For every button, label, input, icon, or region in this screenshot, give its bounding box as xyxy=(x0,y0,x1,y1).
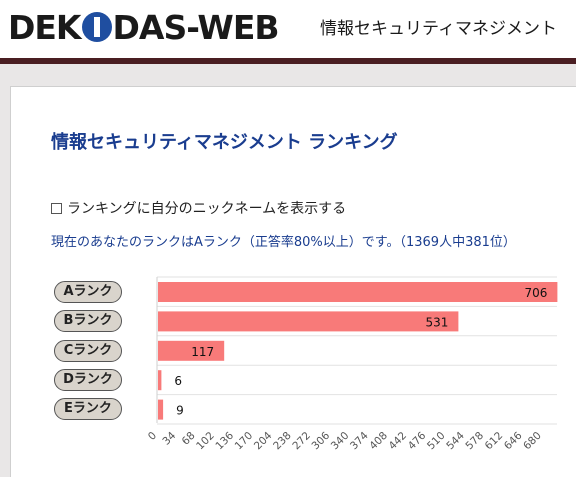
chart-tick-label: 102 xyxy=(194,430,217,453)
chart-bar xyxy=(158,370,162,391)
chart-data-label: 706 xyxy=(524,286,547,300)
nickname-checkbox[interactable] xyxy=(51,202,62,214)
chart-bar xyxy=(158,311,459,332)
chart-tick-label: 476 xyxy=(406,429,429,452)
chart-tick-label: 306 xyxy=(310,429,333,452)
header-divider xyxy=(0,58,576,64)
chart-tick-label: 578 xyxy=(463,430,486,453)
chart-tick-label: 544 xyxy=(444,429,467,452)
chart-data-label: 6 xyxy=(174,374,182,388)
header-subtitle: 情報セキュリティマネジメント xyxy=(320,19,557,39)
chart-tick-label: 646 xyxy=(502,429,525,452)
logo-text-left: DEK xyxy=(8,7,82,47)
chart-tick-label: 136 xyxy=(213,429,236,452)
chart-tick-label: 510 xyxy=(425,430,448,453)
header: DEK DAS-WEB 情報セキュリティマネジメント xyxy=(0,0,576,58)
chart-tick-label: 612 xyxy=(483,430,506,453)
chart-bar xyxy=(158,340,225,361)
chart-data-label: 9 xyxy=(176,404,184,418)
chart-tick-label: 272 xyxy=(290,430,313,453)
rank-status-text: 現在のあなたのランクはAランク（正答率80%以上）です。（1369人中381位） xyxy=(51,235,516,250)
chart-tick-label: 170 xyxy=(233,430,256,453)
site-logo[interactable]: DEK DAS-WEB xyxy=(8,6,280,48)
chart-tick-label: 442 xyxy=(387,430,410,453)
chart-bar xyxy=(158,282,558,302)
rank-a-button[interactable]: Aランク xyxy=(54,281,122,303)
logo-emblem-icon xyxy=(81,12,112,42)
rank-b-button[interactable]: Bランク xyxy=(54,310,122,332)
chart-tick-label: 34 xyxy=(160,429,178,447)
page-title: 情報セキュリティマネジメント ランキング xyxy=(51,132,398,153)
nickname-option[interactable]: ランキングに自分のニックネームを表示する xyxy=(51,198,346,218)
chart-tick-label: 0 xyxy=(146,430,159,443)
chart-tick-label: 340 xyxy=(329,430,352,453)
chart-tick-label: 680 xyxy=(521,430,544,453)
chart-tick-label: 238 xyxy=(271,430,294,453)
chart-tick-label: 204 xyxy=(252,429,275,452)
chart-bar xyxy=(158,399,164,420)
chart-data-label: 117 xyxy=(191,345,214,359)
chart-tick-label: 408 xyxy=(367,430,390,453)
rank-e-button[interactable]: Eランク xyxy=(54,398,122,420)
chart-data-label: 531 xyxy=(425,315,448,329)
rank-c-button[interactable]: Cランク xyxy=(54,340,122,362)
chart-tick-label: 374 xyxy=(348,429,371,452)
logo-text-right: DAS-WEB xyxy=(112,7,280,47)
rank-d-button[interactable]: Dランク xyxy=(54,369,122,391)
nickname-checkbox-label[interactable]: ランキングに自分のニックネームを表示する xyxy=(67,201,347,217)
